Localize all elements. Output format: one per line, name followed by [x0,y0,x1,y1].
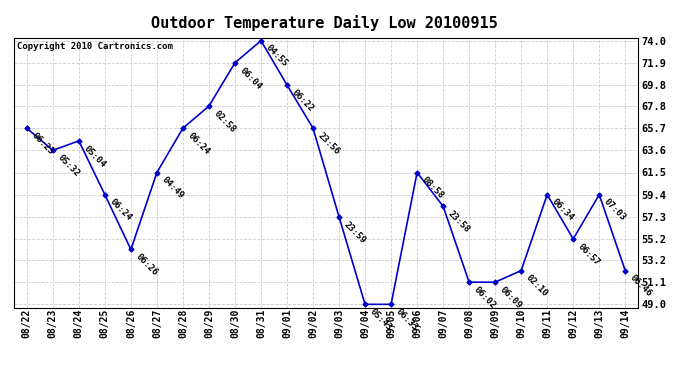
Text: 02:58: 02:58 [212,109,237,134]
Text: Copyright 2010 Cartronics.com: Copyright 2010 Cartronics.com [17,42,172,51]
Text: 06:22: 06:22 [290,88,315,113]
Text: 06:24: 06:24 [186,131,211,156]
Text: 04:49: 04:49 [159,175,185,201]
Text: 23:56: 23:56 [316,131,341,156]
Text: 04:55: 04:55 [264,44,289,69]
Text: 05:32: 05:32 [56,153,81,178]
Text: 06:02: 06:02 [472,285,497,310]
Text: 08:58: 08:58 [420,175,445,201]
Text: 06:24: 06:24 [108,197,133,223]
Text: 05:04: 05:04 [81,144,107,169]
Text: 06:26: 06:26 [134,252,159,278]
Text: 06:09: 06:09 [498,285,523,310]
Text: 06:34: 06:34 [550,197,575,223]
Text: 02:10: 02:10 [524,273,549,299]
Text: Outdoor Temperature Daily Low 20100915: Outdoor Temperature Daily Low 20100915 [151,15,497,31]
Text: 07:03: 07:03 [602,197,627,223]
Text: 05:43: 05:43 [368,307,393,333]
Text: 06:33: 06:33 [394,307,420,333]
Text: 06:23: 06:23 [30,131,55,156]
Text: 06:04: 06:04 [238,66,263,91]
Text: 23:59: 23:59 [342,220,367,245]
Text: 06:57: 06:57 [576,242,602,267]
Text: 06:46: 06:46 [628,273,653,299]
Text: 23:58: 23:58 [446,209,471,234]
